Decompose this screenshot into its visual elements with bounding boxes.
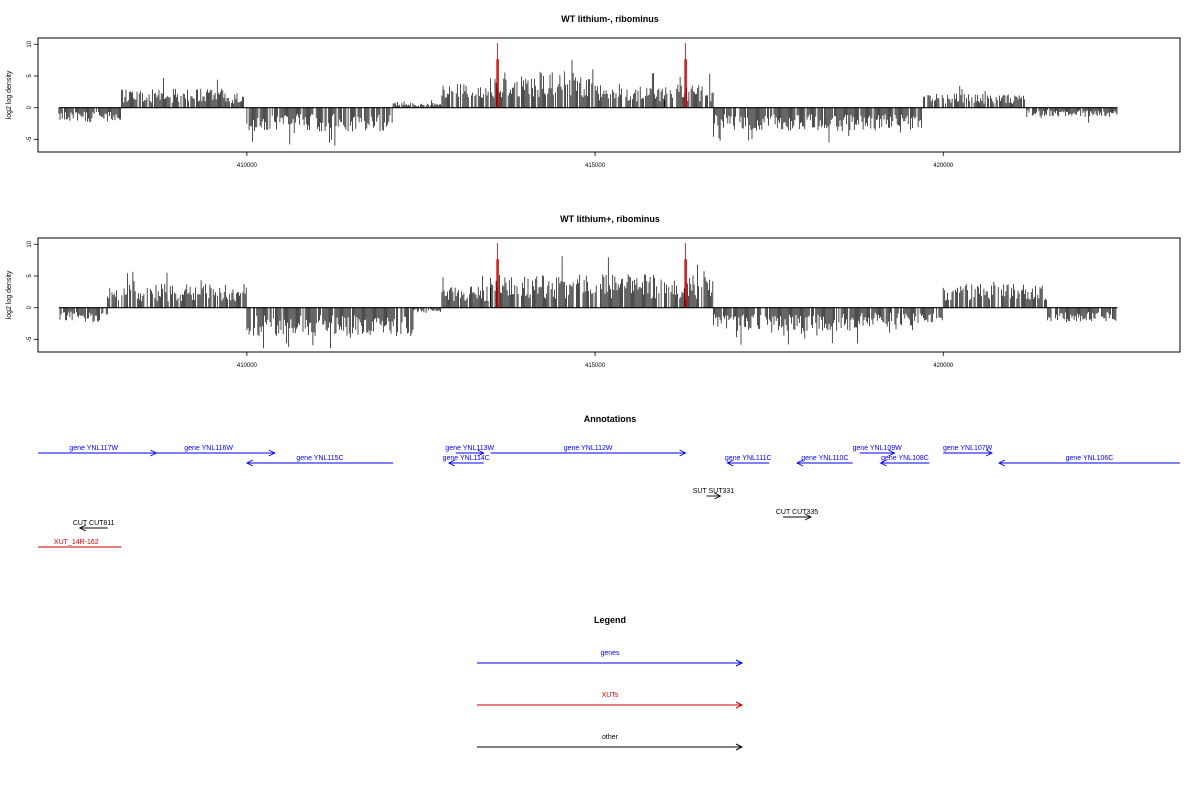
feature-label: gene YNL106C	[1066, 455, 1114, 462]
annotation-feature: CUT CUT335	[776, 509, 818, 521]
legend-arrowhead	[735, 659, 744, 667]
annotation-feature: gene YNL106C	[997, 455, 1180, 467]
x-tick-label: 420000	[933, 163, 954, 169]
annotation-feature: gene YNL107W	[943, 445, 993, 457]
legend-entry: genes	[477, 650, 744, 667]
feature-arrowhead	[78, 524, 86, 532]
feature-label: gene YNL117W	[69, 445, 118, 452]
annotations-title: Annotations	[584, 414, 637, 424]
density-bars	[58, 43, 1118, 146]
x-tick-label: 420000	[933, 363, 954, 369]
y-tick-label: -5	[27, 136, 33, 142]
feature-label: gene YNL110C	[801, 455, 848, 462]
annotation-feature: gene YNL113W	[445, 445, 495, 457]
annotations-track: Annotations gene YNL117W gene YNL116Wgene…	[38, 414, 1180, 548]
y-axis-label: log2 log density	[6, 70, 13, 119]
feature-label: gene YNL113W	[445, 445, 494, 452]
annotation-features: gene YNL117W gene YNL116W gene YNL115C gene…	[38, 445, 1180, 548]
annotation-feature: SUT SUT331	[693, 488, 735, 500]
legend: Legend genes XUTs other	[477, 615, 744, 751]
feature-arrowhead	[804, 513, 812, 521]
axes: -5 0 5 10 410000 415000 420000	[27, 240, 1118, 369]
x-tick-label: 410000	[237, 163, 258, 169]
annotation-feature: gene YNL112W	[490, 445, 687, 457]
legend-label: other	[602, 734, 619, 741]
y-tick-label: 10	[27, 240, 33, 247]
density-panel-lithium-plus: WT lithium+, ribominus log2 log density …	[6, 214, 1181, 369]
y-tick-label: 10	[27, 40, 33, 47]
feature-arrowhead	[245, 459, 254, 467]
annotation-feature: gene YNL115C	[245, 455, 394, 467]
feature-label: gene YNL115C	[296, 455, 343, 462]
legend-arrowhead	[735, 743, 744, 751]
panel-title: WT lithium+, ribominus	[560, 214, 660, 224]
legend-label: genes	[600, 650, 620, 657]
annotation-feature: gene YNL116W	[142, 445, 276, 457]
feature-label: CUT CUT811	[73, 520, 115, 527]
y-tick-label: 5	[27, 274, 33, 278]
annotation-feature: gene YNL108C	[879, 455, 930, 467]
plot-frame	[37, 237, 1181, 353]
annotation-feature: gene YNL117W	[38, 445, 158, 457]
panel-title: WT lithium-, ribominus	[561, 14, 659, 24]
x-tick-label: 415000	[585, 163, 606, 169]
y-tick-label: 5	[27, 74, 33, 78]
feature-arrowhead	[447, 459, 456, 467]
y-tick-label: -5	[27, 336, 33, 342]
feature-label: CUT CUT335	[776, 509, 818, 516]
legend-arrowhead	[735, 701, 744, 709]
annotation-feature: gene YNL109W	[852, 445, 902, 457]
y-tick-label: 0	[27, 105, 33, 109]
legend-entries: genes XUTs other	[477, 650, 744, 751]
feature-label: gene YNL107W	[943, 445, 993, 452]
feature-arrowhead	[888, 449, 896, 457]
axes: -5 0 5 10 410000 415000 420000	[27, 40, 1118, 169]
feature-arrowhead	[726, 459, 734, 467]
feature-label: gene YNL112W	[564, 445, 613, 452]
annotation-feature: gene YNL114C	[443, 455, 490, 467]
feature-label: gene YNL116W	[184, 445, 233, 452]
feature-label: XUT_14R-162	[54, 539, 99, 546]
annotation-feature: gene YNL110C	[796, 455, 853, 467]
feature-arrowhead	[268, 449, 276, 457]
x-tick-label: 415000	[585, 363, 606, 369]
feature-label: gene YNL108C	[881, 455, 929, 462]
feature-arrowhead	[997, 459, 1006, 467]
legend-entry: other	[477, 734, 744, 751]
annotation-feature: gene YNL111C	[725, 455, 772, 467]
y-axis-label: log2 log density	[6, 270, 13, 319]
annotation-feature: XUT_14R-162	[38, 539, 122, 548]
feature-label: gene YNL109W	[852, 445, 902, 452]
feature-arrowhead	[679, 449, 687, 457]
feature-label: gene YNL111C	[725, 455, 772, 462]
legend-entry: XUTs	[477, 692, 744, 709]
feature-arrowhead	[796, 459, 804, 467]
y-tick-label: 0	[27, 305, 33, 309]
annotation-feature: CUT CUT811	[73, 520, 115, 532]
feature-label: SUT SUT331	[693, 488, 735, 495]
plot-frame	[37, 37, 1181, 153]
feature-label: gene YNL114C	[443, 455, 490, 462]
feature-arrowhead	[985, 449, 993, 457]
feature-arrowhead	[714, 492, 722, 500]
density-bars	[59, 243, 1117, 349]
legend-title: Legend	[594, 615, 626, 625]
x-tick-label: 410000	[237, 363, 258, 369]
legend-label: XUTs	[602, 692, 619, 699]
feature-arrowhead	[477, 449, 485, 457]
feature-arrowhead	[879, 459, 887, 467]
density-panel-lithium-minus: WT lithium-, ribominus log2 log density …	[6, 14, 1181, 169]
